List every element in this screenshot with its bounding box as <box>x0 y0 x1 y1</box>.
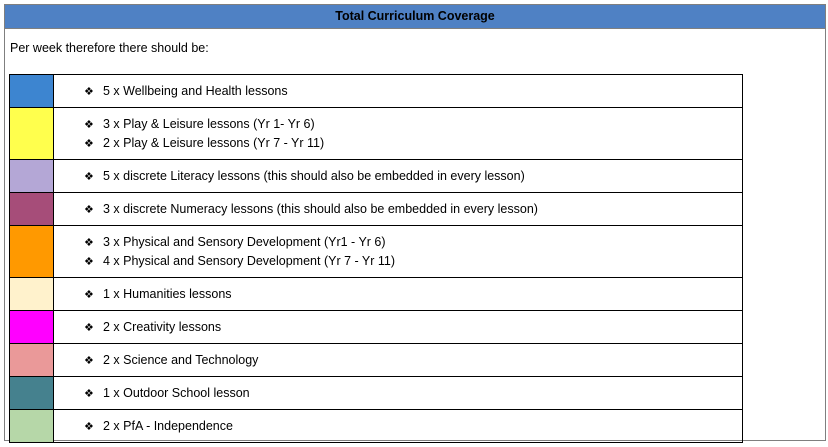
table-row: 3 x Physical and Sensory Development (Yr… <box>9 225 743 278</box>
color-swatch <box>9 159 54 193</box>
lesson-cell: 3 x Play & Leisure lessons (Yr 1- Yr 6)2… <box>53 107 743 160</box>
coverage-table: 5 x Wellbeing and Health lessons 3 x Play… <box>9 74 743 443</box>
lesson-item: 2 x Play & Leisure lessons (Yr 7 - Yr 11… <box>84 134 742 153</box>
lesson-cell: 3 x discrete Numeracy lessons (this shou… <box>53 192 743 226</box>
color-swatch <box>9 277 54 311</box>
table-row: 1 x Humanities lessons <box>9 277 743 311</box>
lesson-cell: 2 x Creativity lessons <box>53 310 743 344</box>
lesson-item: 4 x Physical and Sensory Development (Yr… <box>84 252 742 271</box>
color-swatch <box>9 310 54 344</box>
color-swatch <box>9 376 54 410</box>
coverage-panel: Total Curriculum Coverage Per week there… <box>4 4 826 443</box>
lesson-cell: 5 x Wellbeing and Health lessons <box>53 74 743 108</box>
lesson-cell: 2 x Science and Technology <box>53 343 743 377</box>
color-swatch <box>9 192 54 226</box>
table-row: 3 x Play & Leisure lessons (Yr 1- Yr 6)2… <box>9 107 743 160</box>
color-swatch <box>9 74 54 108</box>
color-swatch <box>9 409 54 443</box>
lesson-cell: 2 x PfA - Independence <box>53 409 743 443</box>
lesson-item: 1 x Outdoor School lesson <box>84 384 742 403</box>
intro-text: Per week therefore there should be: <box>10 41 209 55</box>
table-row: 2 x Creativity lessons <box>9 310 743 344</box>
lesson-cell: 5 x discrete Literacy lessons (this shou… <box>53 159 743 193</box>
table-row: 5 x discrete Literacy lessons (this shou… <box>9 159 743 193</box>
lesson-item: 3 x Physical and Sensory Development (Yr… <box>84 233 742 252</box>
lesson-cell: 3 x Physical and Sensory Development (Yr… <box>53 225 743 278</box>
lesson-item: 2 x Science and Technology <box>84 351 742 370</box>
table-row: 2 x PfA - Independence <box>9 409 743 443</box>
lesson-item: 2 x Creativity lessons <box>84 318 742 337</box>
table-row: 5 x Wellbeing and Health lessons <box>9 74 743 108</box>
lesson-item: 5 x Wellbeing and Health lessons <box>84 82 742 101</box>
color-swatch <box>9 343 54 377</box>
lesson-cell: 1 x Humanities lessons <box>53 277 743 311</box>
table-body: 5 x Wellbeing and Health lessons 3 x Play… <box>9 74 743 443</box>
table-row: 2 x Science and Technology <box>9 343 743 377</box>
lesson-cell: 1 x Outdoor School lesson <box>53 376 743 410</box>
lesson-item: 2 x PfA - Independence <box>84 417 742 436</box>
color-swatch <box>9 225 54 278</box>
lesson-item: 3 x Play & Leisure lessons (Yr 1- Yr 6) <box>84 115 742 134</box>
table-row: 3 x discrete Numeracy lessons (this shou… <box>9 192 743 226</box>
header-title: Total Curriculum Coverage <box>5 5 825 29</box>
lesson-item: 3 x discrete Numeracy lessons (this shou… <box>84 200 742 219</box>
color-swatch <box>9 107 54 160</box>
lesson-item: 5 x discrete Literacy lessons (this shou… <box>84 167 742 186</box>
lesson-item: 1 x Humanities lessons <box>84 285 742 304</box>
table-row: 1 x Outdoor School lesson <box>9 376 743 410</box>
